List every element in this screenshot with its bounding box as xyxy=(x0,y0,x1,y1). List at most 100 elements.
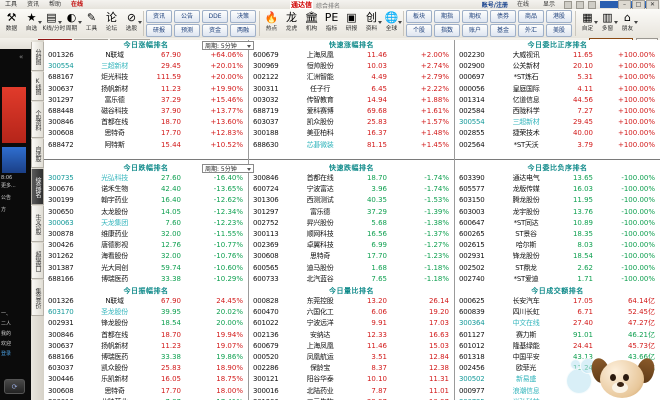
table-row[interactable]: 002740 *ST爱迪 1.71 -100.00% xyxy=(455,274,660,285)
toolbar-button-选股[interactable]: ⊘ 选股 xyxy=(122,10,142,32)
toolbar-pill-DDE[interactable]: DDE xyxy=(202,10,228,23)
table-row[interactable]: 600724 宁波富达 3.96 -1.74% xyxy=(249,184,454,195)
table-row[interactable]: 600839 四川长虹 6.71 52.45亿 xyxy=(455,307,660,318)
toolbar-pill-资讯[interactable]: 资讯 xyxy=(146,10,172,23)
table-row[interactable]: 600679 上海凤凰 11.46 15.03 xyxy=(249,341,454,352)
toolbar-pill-预测[interactable]: 预测 xyxy=(174,24,200,37)
vtab-K线图[interactable]: K线图 xyxy=(31,72,44,101)
toolbar-pill-个股[interactable]: 个股 xyxy=(406,24,432,37)
toolbar-pill-债券[interactable]: 债券 xyxy=(490,10,516,23)
panel-login-link[interactable]: 登录 xyxy=(1,351,12,357)
toolbar-pill-板块[interactable]: 板块 xyxy=(406,10,432,23)
bell-icon[interactable] xyxy=(576,0,584,9)
table-row[interactable]: 300846 首都在线 18.70 -1.74% xyxy=(249,173,454,184)
vtab-个股资料[interactable]: 个股资料 xyxy=(31,102,44,138)
toolbar-button-资料[interactable]: 创资料 xyxy=(362,10,382,32)
table-row[interactable]: 002584 西陇科学 7.27 +100.00% xyxy=(455,106,660,117)
table-row[interactable]: 002752 昇兴股份 5.68 -1.38% xyxy=(249,218,454,229)
table-row[interactable]: 002931 锋龙股份 18.54 -100.00% xyxy=(455,251,660,262)
table-row[interactable]: 688472 阿特斯 15.44 +10.52% xyxy=(44,140,248,151)
toolbar-button-周期[interactable]: ◐ 周期 xyxy=(62,10,82,32)
toolbar-pill-研报[interactable]: 研报 xyxy=(146,24,172,37)
vtab-综合排名[interactable]: 综合排名 xyxy=(31,169,44,205)
toolbar-button-自选[interactable]: ★ 自选 xyxy=(22,10,42,32)
table-row[interactable]: 300199 翰宇药业 16.40 -12.62% xyxy=(44,195,248,206)
table-row[interactable]: 002900 公关新材 20.10 +100.00% xyxy=(455,61,660,72)
vtab-分时图[interactable]: 分时图 xyxy=(31,42,44,71)
panel-icon[interactable] xyxy=(588,0,596,9)
table-row[interactable]: 301387 光大同创 59.74 -10.60% xyxy=(44,263,248,274)
table-row[interactable]: 301297 富乐德 37.29 -1.39% xyxy=(249,207,454,218)
table-row[interactable]: 601318 中国平安 43.13 43.66亿 xyxy=(455,352,660,363)
table-row[interactable]: 300637 扬帆新材 11.23 +19.90% xyxy=(44,84,248,95)
mail-icon[interactable] xyxy=(564,0,572,9)
table-row[interactable]: 001314 亿道信息 44.56 +100.00% xyxy=(455,95,660,106)
table-row[interactable]: 601022 宁波远洋 9.91 17.03 xyxy=(249,318,454,329)
table-row[interactable]: 300608 思特奇 17.70 18.00% xyxy=(44,386,248,397)
table-row[interactable]: 601127 赛力斯 91.01 46.21亿 xyxy=(455,330,660,341)
panel-text-1[interactable]: 更多... xyxy=(1,183,16,189)
table-row[interactable]: 001326 N联域 67.90 +64.06% xyxy=(44,50,248,61)
table-row[interactable]: 002564 *ST天沃 3.79 +100.00% xyxy=(455,140,660,151)
table-row[interactable]: 600733 北汽蓝谷 7.65 -1.18% xyxy=(249,274,454,285)
table-row[interactable]: 603037 凯众股份 25.83 18.90% xyxy=(44,363,248,374)
table-row[interactable]: 300554 三超新材 29.45 +100.00% xyxy=(455,117,660,128)
table-row[interactable]: 000828 东莞控股 13.20 26.14 xyxy=(249,296,454,307)
table-row[interactable]: 000520 凤凰航运 3.51 12.84 xyxy=(249,352,454,363)
table-row[interactable]: 688167 炬光科技 111.59 +20.00% xyxy=(44,72,248,83)
toolbar-pill-决策[interactable]: 决策 xyxy=(230,10,256,23)
toolbar-pill-美股[interactable]: 美股 xyxy=(546,24,572,37)
refresh-icon[interactable]: ⟳ xyxy=(4,379,25,394)
table-row[interactable]: 600647 *ST同达 10.89 -100.00% xyxy=(455,218,660,229)
menu-item-2[interactable]: 帮助 xyxy=(49,1,62,8)
promo-banner-red[interactable] xyxy=(2,87,26,143)
vtab-集合竞价[interactable]: 集合竞价 xyxy=(31,280,44,316)
menu-item-0[interactable]: 工具 xyxy=(5,1,18,8)
table-row[interactable]: 000056 皇庭国际 4.11 +100.00% xyxy=(455,84,660,95)
menu-item-3[interactable]: 在线 xyxy=(71,1,84,8)
display-link[interactable]: 显示 xyxy=(542,1,555,8)
toolbar-button-朋友[interactable]: ⌂ 朋友 xyxy=(618,10,638,32)
toolbar-pill-两融[interactable]: 两融 xyxy=(230,24,256,37)
table-row[interactable]: 600565 迪马股份 1.68 -1.18% xyxy=(249,263,454,274)
table-row[interactable]: 301297 富乐德 37.29 +15.46% xyxy=(44,95,248,106)
table-row[interactable]: 600679 上海凤凰 11.46 +2.00% xyxy=(249,50,454,61)
table-row[interactable]: 301306 西测测试 40.35 -1.53% xyxy=(249,195,454,206)
toolbar-pill-基金[interactable]: 基金 xyxy=(490,24,516,37)
table-row[interactable]: 600470 六国化工 6.06 19.20 xyxy=(249,307,454,318)
table-row[interactable]: 002615 哈尔斯 8.03 -100.00% xyxy=(455,240,660,251)
toolbar-pill-期权[interactable]: 期权 xyxy=(462,10,488,23)
table-row[interactable]: 688630 芯碁微装 81.15 +1.45% xyxy=(249,140,454,151)
toolbar-button-全球[interactable]: 🌐 全球 xyxy=(382,10,402,32)
menu-item-1[interactable]: 资讯 xyxy=(27,1,40,8)
table-row[interactable]: 301262 海看股份 32.00 -10.76% xyxy=(44,251,248,262)
toolbar-button-数据[interactable]: ⚒ 数据 xyxy=(2,10,21,32)
table-row[interactable]: 600265 ST景谷 18.35 -100.00% xyxy=(455,229,660,240)
table-row[interactable]: 002136 安纳达 12.33 16.63 xyxy=(249,330,454,341)
toolbar-button-K线/分时[interactable]: ▤ K线/分时 xyxy=(42,10,65,32)
vtab-牛叉诊股[interactable]: 牛叉诊股 xyxy=(31,206,44,242)
table-row[interactable]: 002122 汇洲智能 4.49 +2.79% xyxy=(249,72,454,83)
table-row[interactable]: 603037 凯众股份 25.83 +1.57% xyxy=(249,117,454,128)
table-row[interactable]: 601012 隆基绿能 24.41 45.73亿 xyxy=(455,341,660,352)
toolbar-button-研报[interactable]: ▣ 研报 xyxy=(342,10,361,32)
table-row[interactable]: 300608 思特奇 17.70 -1.23% xyxy=(249,251,454,262)
vtab-超级盘口[interactable]: 超级盘口 xyxy=(31,243,44,279)
table-row[interactable]: 300113 顺网科技 16.56 -1.37% xyxy=(249,229,454,240)
table-row[interactable]: 001326 N联域 67.90 24.45% xyxy=(44,296,248,307)
table-row[interactable]: 300063 天龙集团 7.60 -12.23% xyxy=(44,218,248,229)
table-row[interactable]: 300188 美亚柏科 16.37 +1.48% xyxy=(249,128,454,139)
toolbar-button-论坛[interactable]: 论论坛 xyxy=(102,10,121,32)
toolbar-button-指标[interactable]: PE 指标 xyxy=(322,10,341,32)
toolbar-button-机构[interactable]: 🏛 机构 xyxy=(302,10,321,32)
online-link[interactable]: 在线 xyxy=(516,1,529,8)
table-row[interactable]: 688719 爱科赛博 69.68 +1.61% xyxy=(249,106,454,117)
table-row[interactable]: 000625 长安汽车 17.05 64.14亿 xyxy=(455,296,660,307)
table-row[interactable]: 300502 新易盛 xyxy=(455,374,660,385)
promo-banner-blue[interactable] xyxy=(2,147,26,173)
toolbar-pill-账户[interactable]: 账户 xyxy=(462,24,488,37)
toolbar-pill-公告[interactable]: 公告 xyxy=(174,10,200,23)
table-row[interactable]: 002369 卓翼科技 6.99 -1.27% xyxy=(249,240,454,251)
